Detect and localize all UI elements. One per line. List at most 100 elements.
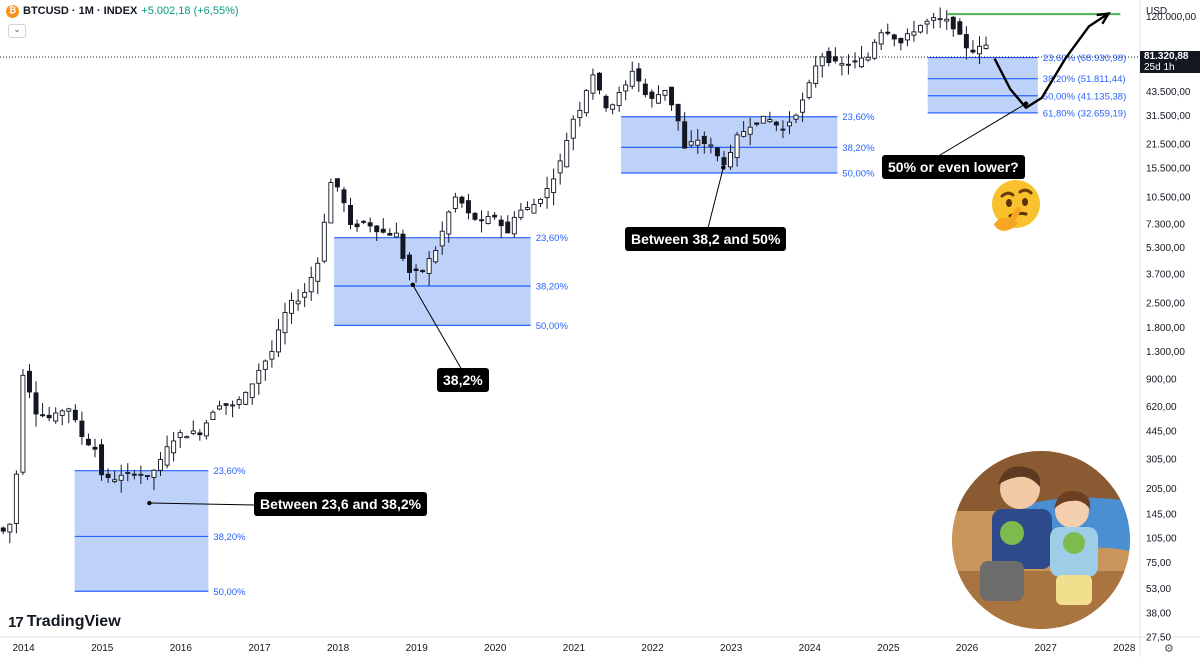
candle-body [79, 420, 85, 438]
candle-body [852, 60, 858, 63]
fibonacci-zones: 23,60% 38,20% 50,00% 23,60% 38,20% 50,00% 23,6… [74, 53, 1126, 598]
candle-body [275, 329, 281, 353]
price-axis-label: 900,00 [1146, 374, 1177, 385]
candle-body [832, 56, 838, 62]
price-axis-label: 75,00 [1146, 558, 1171, 569]
fib-level-label: 38,20% [842, 143, 875, 154]
candle-body [531, 204, 537, 214]
candle-body [636, 68, 642, 82]
candle-body [164, 446, 170, 466]
candle-body [950, 16, 956, 30]
fib-level-label: 50,00% (41.135,38) [1043, 91, 1126, 102]
time-axis[interactable]: 2014 2015 2016 2017 2018 2019 2020 2021 2022 2023… [12, 643, 1135, 654]
price-axis-label: 38,00 [1146, 609, 1171, 620]
price-axis-label: 53,00 [1146, 584, 1171, 595]
candle-body [151, 469, 157, 478]
pointer-line [412, 284, 463, 371]
time-axis-label: 2019 [406, 643, 429, 654]
bitcoin-icon: ₿ [6, 4, 19, 18]
candle-body [662, 89, 668, 96]
candle-body [66, 408, 72, 412]
candle-body [728, 151, 733, 168]
candle-body [845, 63, 851, 66]
candle-body [538, 198, 543, 204]
candle-body [315, 262, 321, 282]
price-axis-label: 2.500,00 [1146, 299, 1185, 310]
candle-body [59, 410, 65, 416]
candle-body [773, 121, 779, 126]
price-axis-label: 31.500,00 [1146, 111, 1191, 122]
candle-body [334, 178, 340, 188]
candle-body [171, 440, 177, 454]
candle-body [800, 99, 806, 113]
candle-body [269, 351, 275, 360]
chart-header: ₿ BTCUSD · 1M · INDEX +5.002,18 (+6,55%) [0, 0, 239, 22]
candle-body [223, 403, 229, 406]
candle-body [701, 135, 707, 145]
candle-body [813, 65, 819, 84]
bar-countdown: 25d 1h [1144, 62, 1175, 73]
candle-body [859, 57, 865, 68]
candle-body [459, 196, 465, 204]
candle-body [544, 188, 550, 199]
fib-level-label: 50,00% [842, 168, 875, 179]
candle-body [177, 432, 183, 438]
time-axis-label: 2024 [799, 643, 822, 654]
candle-body [27, 370, 32, 393]
price-change: +5.002,18 (+6,55%) [141, 5, 239, 17]
candle-body [931, 17, 937, 21]
callout-2015: Between 23,6 and 38,2% [254, 492, 428, 516]
candle-body [649, 91, 655, 99]
chevron-down-icon[interactable]: ⌄ [8, 24, 26, 38]
price-axis-label: 145,00 [1146, 509, 1177, 520]
candle-body [243, 391, 249, 405]
callout-2019: 38,2% [437, 368, 489, 392]
candle-body [249, 383, 255, 398]
currency-label[interactable]: USD [1146, 6, 1168, 17]
candle-body [407, 254, 412, 273]
symbol-title[interactable]: BTCUSD · 1M · INDEX [23, 5, 138, 17]
candle-body [217, 405, 222, 410]
price-axis-label: 205,00 [1146, 484, 1177, 495]
candle-body [793, 114, 799, 120]
brand-name: TradingView [26, 613, 121, 630]
candle-body [361, 220, 367, 223]
candle-body [826, 51, 832, 64]
candle-body [328, 182, 334, 224]
candle-body [446, 211, 452, 235]
candle-body [688, 141, 694, 146]
projection-curve [993, 12, 1110, 109]
candle-body [806, 82, 812, 98]
callout-2022: Between 38,2 and 50% [625, 227, 787, 251]
candle-body [190, 430, 196, 434]
candle-body [885, 31, 891, 34]
candle-body [597, 72, 602, 91]
candle-body [341, 189, 347, 204]
candle-body [505, 221, 511, 234]
candle-body [262, 360, 268, 370]
candle-body [518, 209, 524, 219]
candle-body [957, 21, 963, 35]
candle-body [465, 200, 471, 214]
tradingview-logo[interactable]: 17 TradingView [8, 613, 121, 631]
candle-body [72, 409, 78, 421]
candle-body [577, 109, 583, 119]
candle-body [33, 392, 39, 415]
fib-level-label: 23,60% [213, 466, 246, 477]
gear-icon[interactable]: ⚙ [1164, 642, 1174, 655]
time-axis-label: 2025 [877, 643, 900, 654]
candle-body [741, 131, 747, 137]
candle-body [610, 104, 616, 110]
candle-body [655, 94, 661, 104]
price-axis-label: 1.800,00 [1146, 323, 1185, 334]
candle-body [380, 228, 386, 233]
fib-zone-3 [927, 57, 1038, 113]
candle-body [708, 144, 714, 147]
fib-level-label: 23,60% (68.930,98) [1043, 53, 1126, 64]
candle-body [819, 56, 825, 67]
price-axis[interactable]: 120.000,0061.000,0043.500,0031.500,0021.… [1146, 12, 1196, 643]
candle-body [642, 83, 648, 96]
candle-body [426, 258, 432, 274]
candle-body [203, 422, 209, 437]
